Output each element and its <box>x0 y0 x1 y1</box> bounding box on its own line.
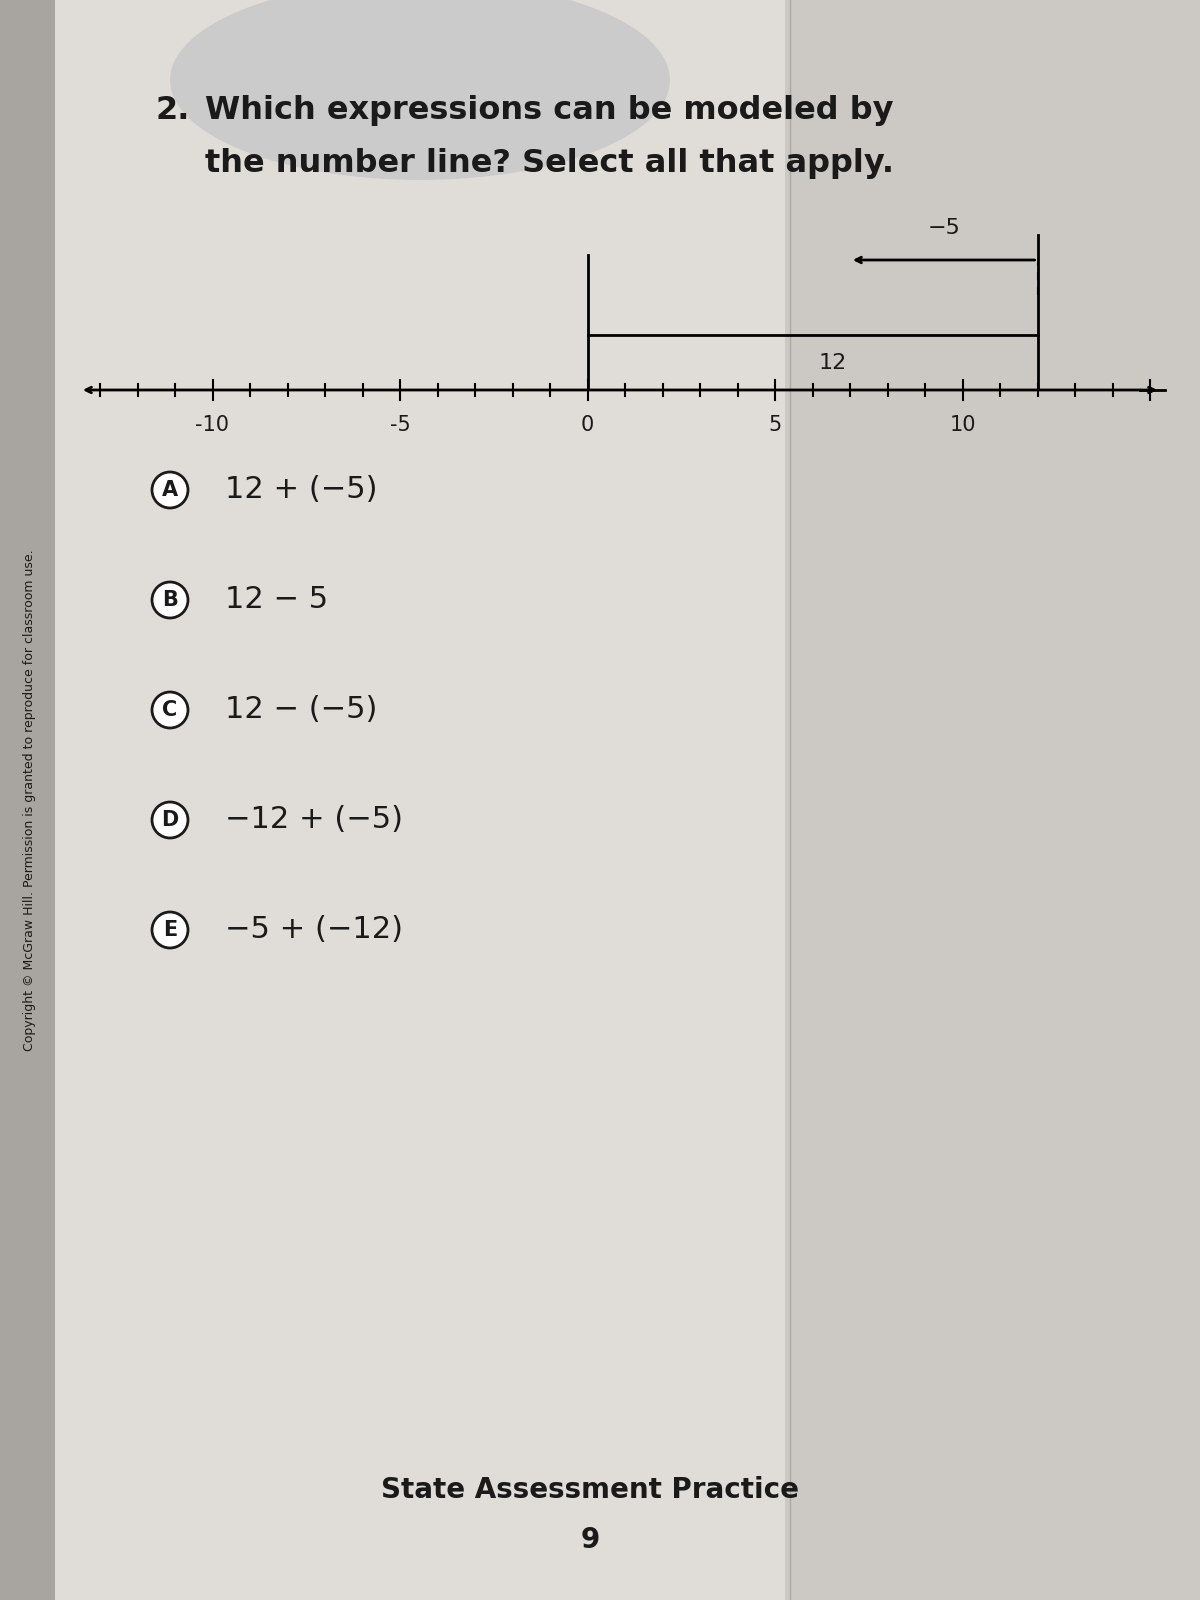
Text: B: B <box>162 590 178 610</box>
Text: State Assessment Practice: State Assessment Practice <box>382 1475 799 1504</box>
Text: 2.: 2. <box>155 94 190 126</box>
Text: −5 + (−12): −5 + (−12) <box>226 915 403 944</box>
Text: 10: 10 <box>949 414 976 435</box>
Circle shape <box>152 472 188 509</box>
Text: −5: −5 <box>928 218 960 238</box>
Text: −12 + (−5): −12 + (−5) <box>226 805 403 835</box>
Ellipse shape <box>170 0 670 179</box>
Text: 12 + (−5): 12 + (−5) <box>226 475 378 504</box>
Text: 12: 12 <box>818 354 847 373</box>
Text: 12 − 5: 12 − 5 <box>226 586 328 614</box>
Text: 12 − (−5): 12 − (−5) <box>226 696 377 725</box>
Bar <box>785 0 1200 1600</box>
Text: 9: 9 <box>581 1526 600 1554</box>
Circle shape <box>152 582 188 618</box>
Text: D: D <box>161 810 179 830</box>
Circle shape <box>152 691 188 728</box>
Bar <box>55 0 925 1600</box>
Circle shape <box>152 912 188 947</box>
Text: Which expressions can be modeled by: Which expressions can be modeled by <box>205 94 894 126</box>
Circle shape <box>152 802 188 838</box>
Text: E: E <box>163 920 178 939</box>
Text: 5: 5 <box>768 414 781 435</box>
Bar <box>0 0 60 1600</box>
Text: A: A <box>162 480 178 499</box>
Text: the number line? Select all that apply.: the number line? Select all that apply. <box>205 149 894 179</box>
Text: C: C <box>162 701 178 720</box>
Text: -5: -5 <box>390 414 410 435</box>
Text: -10: -10 <box>196 414 229 435</box>
Text: 0: 0 <box>581 414 594 435</box>
Text: Copyright © McGraw Hill. Permission is granted to reproduce for classroom use.: Copyright © McGraw Hill. Permission is g… <box>24 549 36 1051</box>
